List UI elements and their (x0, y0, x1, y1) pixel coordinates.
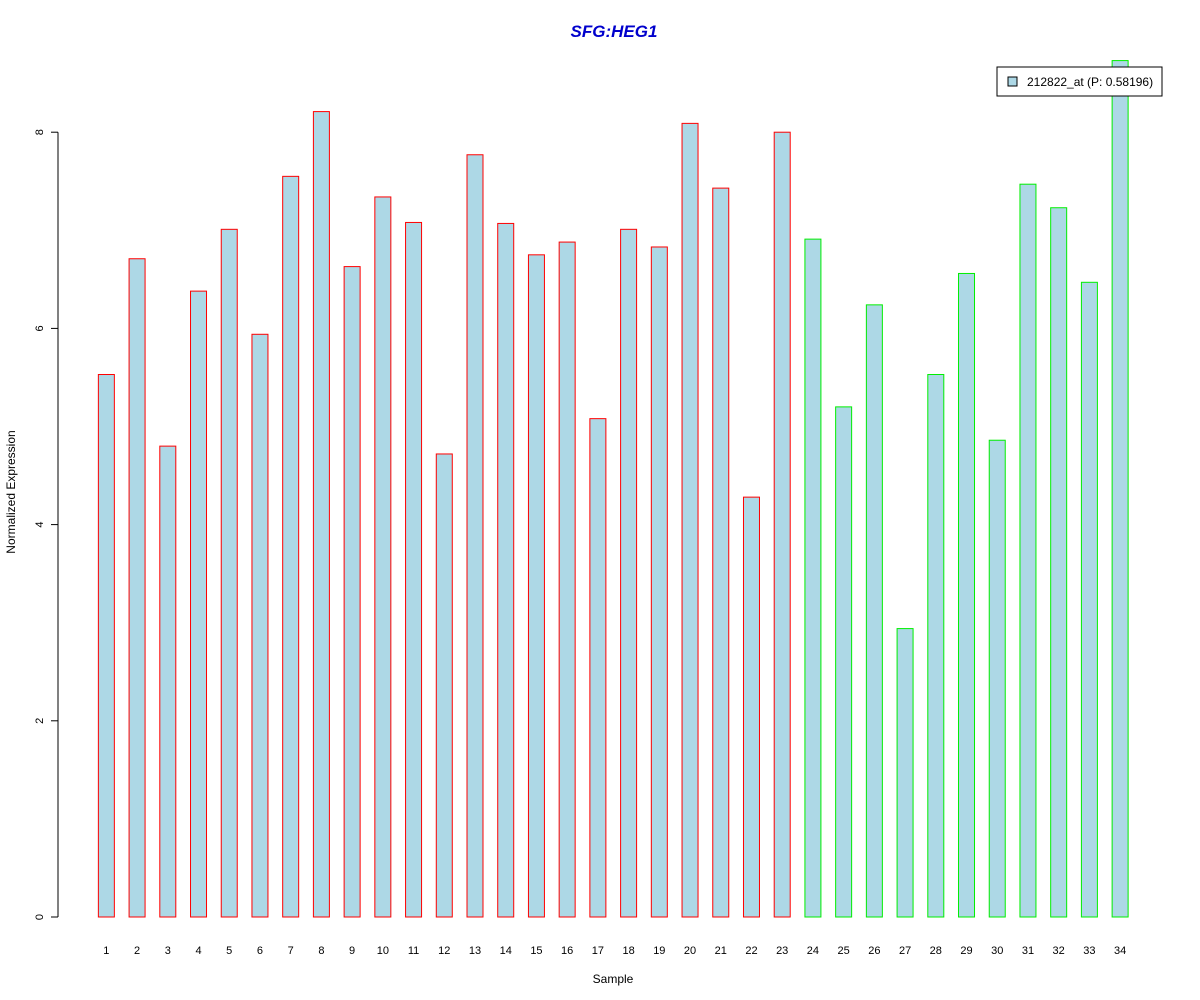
bar (712, 187, 730, 918)
bar (312, 111, 330, 918)
x-tick-label: 34 (1114, 945, 1126, 957)
bar (128, 258, 146, 918)
y-tick-label: 0 (34, 914, 46, 920)
x-tick-label: 8 (318, 945, 324, 957)
x-tick-label: 29 (960, 945, 972, 957)
x-tick-label: 33 (1083, 945, 1095, 957)
bar (1019, 183, 1037, 918)
x-tick-label: 25 (838, 945, 850, 957)
bar (681, 122, 699, 918)
x-tick-label: 15 (530, 945, 542, 957)
bar (742, 496, 760, 918)
bar (835, 406, 853, 918)
x-tick-labels: 1 2 3 4 5 6 7 8 9 10 11 12 13 14 15 16 17 18 19 20 21 22 23 24 2… (103, 945, 1126, 957)
legend-label: 212822_at (P: 0.58196) (1027, 75, 1153, 89)
x-tick-label: 31 (1022, 945, 1034, 957)
x-tick-label: 13 (469, 945, 481, 957)
bar (865, 304, 883, 918)
legend: 212822_at (P: 0.58196) (996, 66, 1163, 97)
chart-title: SFG:HEG1 (571, 22, 658, 41)
x-tick-label: 23 (776, 945, 788, 957)
bar (466, 154, 484, 918)
y-tick-label: 8 (34, 129, 46, 135)
bar (97, 374, 115, 918)
bar (988, 439, 1006, 918)
x-tick-label: 1 (103, 945, 109, 957)
bar (804, 238, 822, 918)
x-tick-label: 32 (1053, 945, 1065, 957)
x-tick-label: 27 (899, 945, 911, 957)
x-tick-label: 18 (622, 945, 634, 957)
bar (589, 418, 607, 918)
x-tick-label: 7 (288, 945, 294, 957)
bar (1111, 60, 1129, 918)
bar (435, 453, 453, 918)
x-tick-label: 21 (715, 945, 727, 957)
y-axis: 0 2 4 6 8 (34, 129, 59, 920)
y-tick-label: 6 (34, 325, 46, 331)
bar (282, 175, 300, 918)
x-tick-label: 9 (349, 945, 355, 957)
x-tick-label: 28 (930, 945, 942, 957)
bar (497, 222, 515, 918)
bar (159, 445, 177, 918)
bar (527, 254, 545, 918)
x-tick-label: 22 (745, 945, 757, 957)
legend-box (996, 66, 1163, 97)
x-tick-label: 4 (195, 945, 201, 957)
x-tick-label: 24 (807, 945, 819, 957)
bar (251, 333, 269, 918)
x-tick-label: 30 (991, 945, 1003, 957)
x-tick-label: 3 (165, 945, 171, 957)
x-tick-label: 2 (134, 945, 140, 957)
x-tick-label: 12 (438, 945, 450, 957)
bars (97, 60, 1129, 918)
x-tick-label: 16 (561, 945, 573, 957)
bar (558, 241, 576, 918)
bar (220, 228, 238, 918)
bar (773, 131, 791, 918)
x-tick-label: 10 (377, 945, 389, 957)
legend-swatch (1007, 76, 1018, 87)
bar (374, 196, 392, 918)
bar (343, 266, 361, 918)
y-tick-label: 4 (34, 522, 46, 528)
x-tick-label: 6 (257, 945, 263, 957)
x-tick-label: 14 (500, 945, 512, 957)
x-axis-title: Sample (593, 972, 634, 986)
y-axis-title: Normalized Expression (4, 430, 18, 553)
bar (896, 628, 914, 918)
x-tick-label: 5 (226, 945, 232, 957)
bar (1080, 281, 1098, 918)
x-tick-label: 17 (592, 945, 604, 957)
bar (958, 272, 976, 918)
x-tick-label: 19 (653, 945, 665, 957)
y-tick-label: 2 (34, 718, 46, 724)
bar (620, 228, 638, 918)
bar (405, 221, 423, 918)
bar (1050, 207, 1068, 918)
x-tick-label: 11 (408, 945, 419, 957)
x-tick-label: 20 (684, 945, 696, 957)
bar (190, 290, 208, 918)
bar (927, 374, 945, 918)
x-tick-label: 26 (868, 945, 880, 957)
bar (650, 246, 668, 918)
